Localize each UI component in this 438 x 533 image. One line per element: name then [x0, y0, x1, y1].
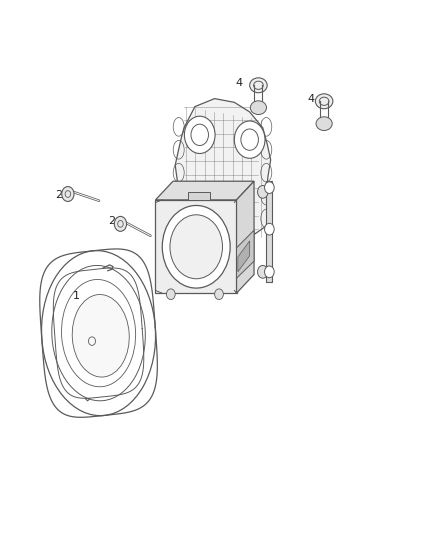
Polygon shape	[188, 192, 210, 200]
Polygon shape	[237, 181, 254, 293]
Circle shape	[265, 266, 274, 278]
Text: 4: 4	[307, 94, 314, 103]
Polygon shape	[174, 99, 271, 243]
Circle shape	[62, 187, 74, 201]
Circle shape	[265, 182, 274, 193]
Circle shape	[184, 116, 215, 154]
Circle shape	[265, 223, 274, 235]
Text: 2: 2	[56, 190, 63, 199]
Ellipse shape	[316, 117, 332, 131]
Text: 2: 2	[108, 216, 115, 226]
Text: 4: 4	[235, 78, 242, 87]
Circle shape	[166, 289, 175, 300]
Polygon shape	[237, 230, 254, 278]
Ellipse shape	[250, 78, 267, 93]
Ellipse shape	[315, 94, 333, 109]
Ellipse shape	[170, 215, 223, 279]
Circle shape	[258, 185, 268, 198]
Text: 3: 3	[191, 195, 198, 205]
Circle shape	[215, 289, 223, 300]
Polygon shape	[238, 241, 250, 272]
Circle shape	[114, 216, 127, 231]
Polygon shape	[266, 181, 272, 282]
Ellipse shape	[251, 101, 266, 115]
Circle shape	[234, 121, 265, 158]
Polygon shape	[155, 200, 237, 293]
Circle shape	[258, 265, 268, 278]
Ellipse shape	[72, 295, 129, 377]
Ellipse shape	[162, 205, 230, 288]
Polygon shape	[155, 181, 254, 200]
Text: 1: 1	[73, 291, 80, 301]
